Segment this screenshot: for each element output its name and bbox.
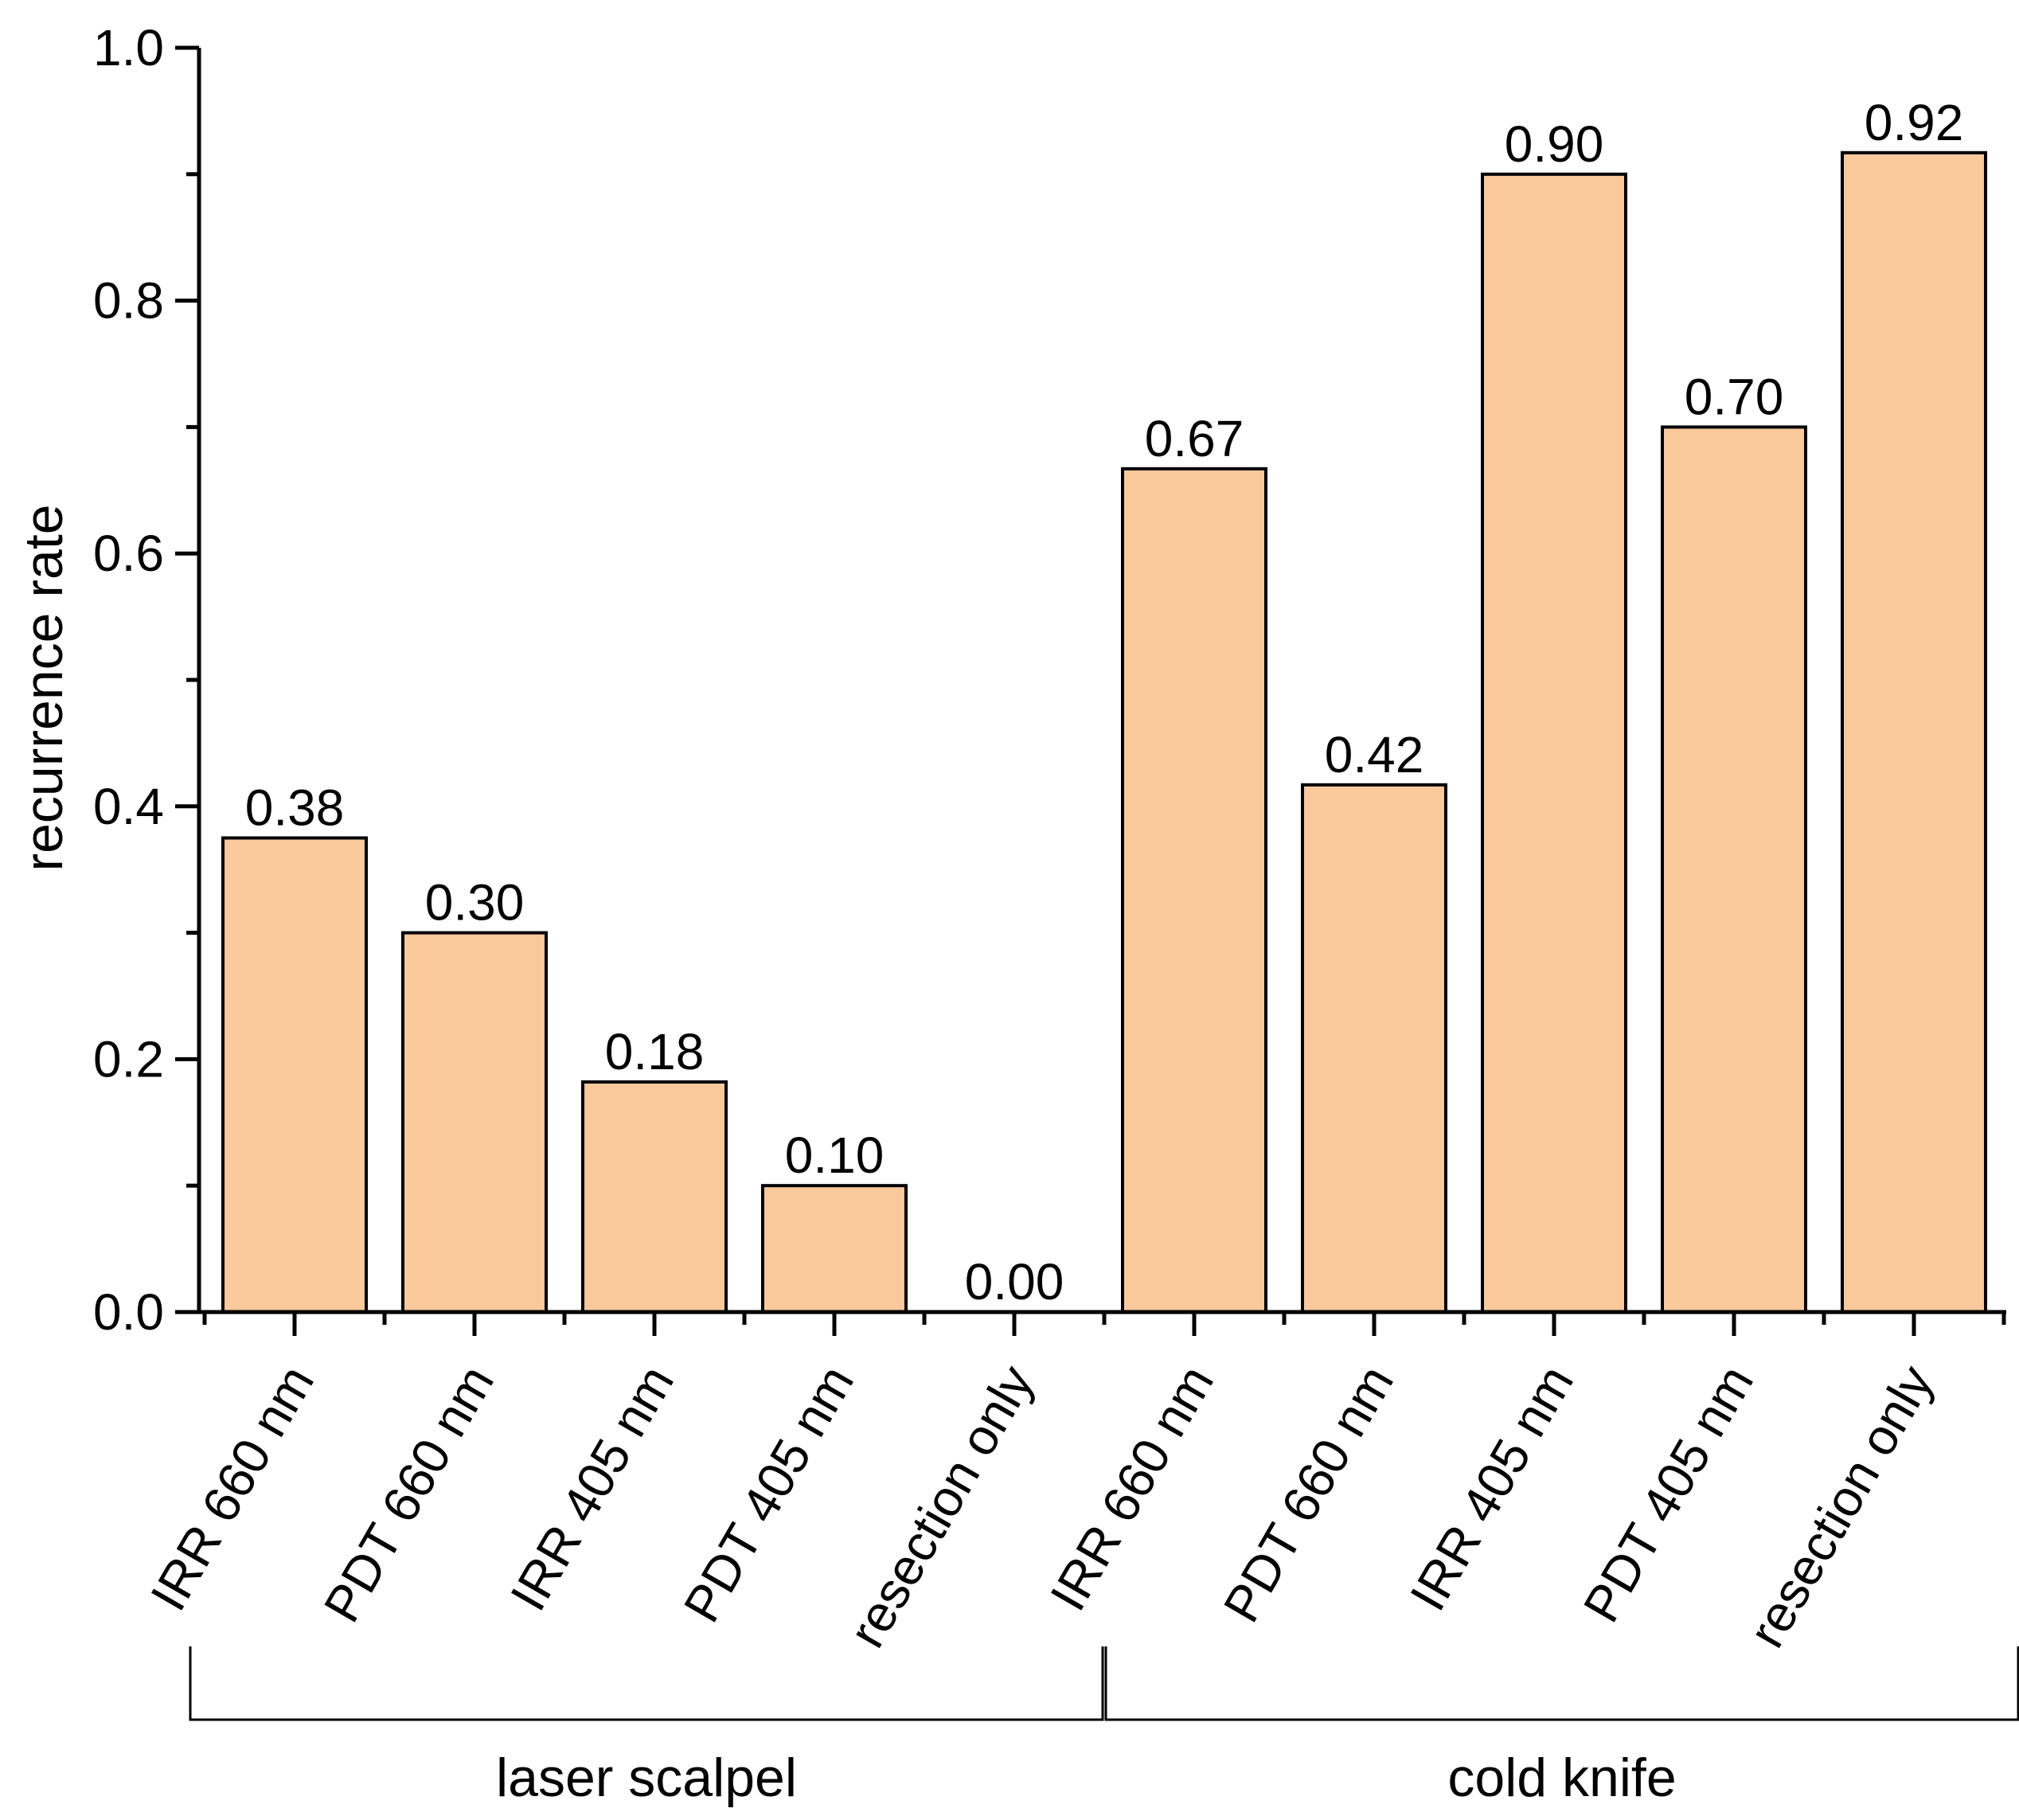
- group-bracket-2: [1104, 1646, 2019, 1721]
- x-category-label-6: IRR 660 nm: [1039, 1356, 1224, 1620]
- bar-3: [581, 1080, 728, 1314]
- y-tick-label-3: 0.6: [93, 525, 164, 582]
- bar-9: [1661, 425, 1807, 1314]
- x-category-label-7: PDT 660 nm: [1213, 1356, 1404, 1631]
- y-tick-label-2: 0.4: [93, 778, 164, 835]
- x-category-label-2: PDT 660 nm: [313, 1356, 505, 1631]
- bar-7: [1301, 783, 1447, 1314]
- data-label-10: 0.92: [1865, 94, 1964, 151]
- x-category-label-10: resection only: [1737, 1356, 1944, 1657]
- group-label-1: laser scalpel: [496, 1748, 797, 1808]
- x-category-label-9: PDT 405 nm: [1572, 1356, 1764, 1631]
- bar-8: [1481, 172, 1627, 1314]
- data-label-9: 0.70: [1685, 368, 1784, 425]
- x-category-label-3: IRR 405 nm: [499, 1356, 685, 1620]
- y-tick-label-1: 0.2: [93, 1030, 164, 1088]
- x-category-label-5: resection only: [838, 1356, 1045, 1657]
- bar-1: [221, 836, 368, 1314]
- bar-10: [1841, 150, 1987, 1314]
- y-tick-label-5: 1.0: [93, 19, 164, 76]
- data-label-8: 0.90: [1505, 115, 1604, 173]
- group-label-2: cold knife: [1447, 1748, 1676, 1808]
- data-label-2: 0.30: [425, 874, 525, 931]
- bars-layer: [221, 150, 1987, 1314]
- y-tick-label-0: 0.0: [93, 1283, 164, 1341]
- data-label-5: 0.00: [965, 1253, 1064, 1310]
- x-category-label-4: PDT 405 nm: [673, 1356, 865, 1631]
- x-category-label-8: IRR 405 nm: [1399, 1356, 1584, 1620]
- y-tick-label-4: 0.8: [93, 272, 164, 330]
- bar-2: [401, 931, 548, 1314]
- data-label-1: 0.38: [245, 779, 345, 837]
- axes-layer: [175, 45, 2019, 1721]
- x-category-label-1: IRR 660 nm: [139, 1356, 325, 1620]
- bar-4: [761, 1184, 908, 1314]
- bar-6: [1121, 467, 1267, 1314]
- data-label-7: 0.42: [1325, 726, 1424, 783]
- y-axis-title: recurrence rate: [14, 504, 74, 871]
- data-label-4: 0.10: [785, 1127, 885, 1184]
- group-bracket-1: [189, 1646, 1104, 1721]
- data-label-3: 0.18: [605, 1023, 705, 1080]
- data-label-6: 0.67: [1145, 410, 1244, 467]
